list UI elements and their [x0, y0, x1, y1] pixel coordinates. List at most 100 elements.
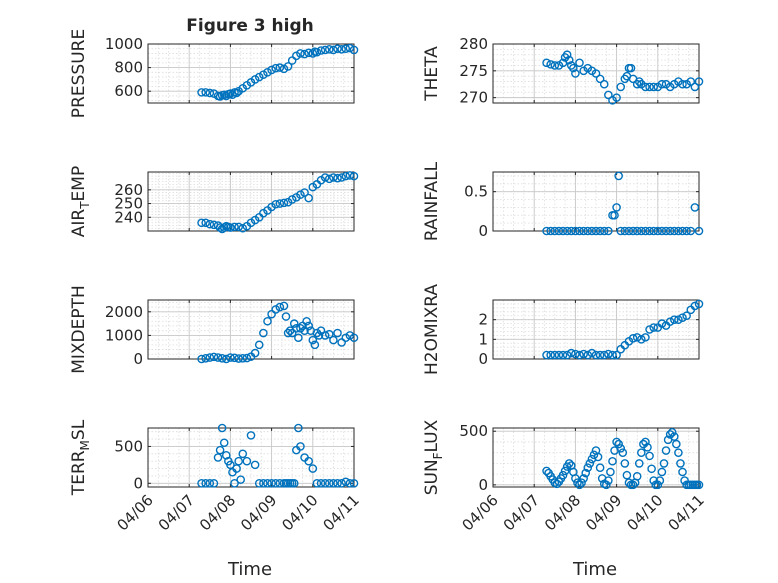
- data-point: [678, 467, 687, 477]
- data-point: [205, 479, 215, 488]
- data-point: [591, 350, 601, 360]
- data-point: [345, 331, 355, 340]
- data-point: [678, 226, 687, 236]
- y-axis-label: MIXDEPTH: [69, 285, 89, 374]
- data-point: [558, 470, 568, 480]
- data-point: [201, 353, 210, 363]
- data-point: [678, 79, 687, 89]
- data-point: [271, 63, 281, 73]
- data-point: [550, 226, 560, 236]
- data-point: [645, 325, 654, 334]
- data-point: [205, 88, 215, 98]
- data-point: [283, 62, 293, 71]
- data-point: [546, 350, 555, 360]
- data-point: [333, 173, 342, 183]
- data-point: [341, 171, 351, 181]
- data-point: [197, 354, 206, 364]
- data-point: [575, 350, 584, 360]
- data-point: [637, 226, 646, 236]
- data-point: [587, 226, 597, 236]
- data-point: [213, 353, 223, 362]
- data-point: [201, 88, 210, 97]
- data-point: [300, 188, 309, 197]
- data-point: [690, 203, 700, 212]
- data-point: [345, 43, 355, 53]
- y-tick-label: 0: [133, 350, 143, 368]
- y-tick-label: 280: [459, 35, 488, 53]
- data-point: [324, 479, 334, 488]
- axes-box: [147, 171, 355, 232]
- data-point: [542, 58, 551, 68]
- data-point: [259, 479, 268, 488]
- y-tick-label: 0: [478, 476, 488, 494]
- data-point: [230, 353, 239, 363]
- data-point: [275, 199, 285, 208]
- data-point: [626, 63, 636, 73]
- data-point: [690, 301, 700, 311]
- y-tick-label: 1000: [105, 326, 143, 344]
- data-point: [560, 466, 570, 476]
- data-point: [589, 450, 599, 460]
- data-point: [608, 456, 617, 466]
- data-point: [320, 45, 330, 55]
- data-point: [657, 467, 667, 477]
- y-tick-label: 0: [478, 222, 488, 240]
- data-point: [263, 316, 272, 326]
- data-point: [632, 471, 642, 481]
- data-point: [669, 226, 679, 236]
- data-point: [622, 470, 632, 480]
- data-point: [672, 439, 681, 449]
- data-point: [221, 91, 231, 101]
- data-point: [292, 51, 301, 61]
- data-point: [238, 223, 248, 233]
- data-point: [219, 438, 229, 448]
- data-point: [616, 82, 626, 92]
- data-point: [314, 331, 324, 340]
- data-point: [599, 350, 609, 360]
- data-point: [275, 63, 285, 72]
- data-point: [232, 88, 241, 98]
- data-point: [205, 353, 215, 362]
- data-point: [302, 316, 311, 326]
- data-point: [562, 226, 572, 236]
- data-point: [649, 82, 658, 92]
- data-point: [612, 350, 621, 360]
- data-point: [232, 464, 241, 473]
- data-point: [341, 477, 351, 487]
- data-point: [542, 350, 551, 360]
- data-point: [312, 328, 322, 338]
- data-point: [246, 431, 256, 440]
- figure-title: Figure 3 high: [186, 16, 314, 36]
- axes-box: [147, 427, 355, 488]
- data-point: [329, 45, 338, 55]
- data-point: [686, 226, 696, 236]
- data-point: [641, 333, 650, 342]
- data-point: [665, 226, 675, 236]
- data-point: [628, 334, 638, 343]
- data-point: [242, 353, 252, 363]
- data-point: [645, 82, 654, 92]
- data-point: [345, 171, 355, 180]
- data-point: [620, 459, 630, 468]
- data-point: [234, 222, 243, 232]
- y-tick-label: 2: [478, 311, 488, 329]
- data-point: [341, 44, 351, 54]
- data-point: [310, 340, 320, 350]
- data-point: [271, 479, 281, 488]
- data-point: [647, 464, 656, 474]
- y-axis-label: AIRTEMP: [69, 166, 92, 237]
- data-point: [569, 63, 578, 73]
- data-point: [324, 45, 334, 54]
- data-point: [296, 49, 305, 58]
- data-point: [610, 210, 619, 220]
- data-point: [665, 317, 675, 326]
- data-point: [649, 226, 658, 236]
- data-point: [254, 72, 264, 82]
- data-point: [608, 350, 617, 360]
- data-point: [620, 226, 630, 236]
- data-point: [634, 459, 644, 468]
- data-point: [558, 350, 568, 360]
- data-point: [201, 218, 210, 228]
- data-point: [254, 479, 264, 488]
